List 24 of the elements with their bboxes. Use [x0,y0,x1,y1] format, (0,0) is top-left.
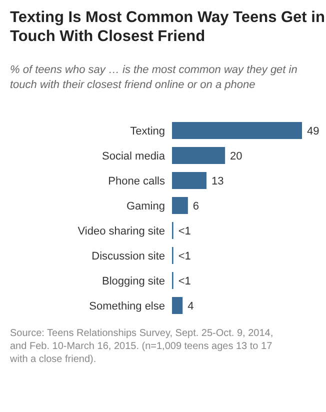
chart-title: Texting Is Most Common Way Teens Get in Touch With Closest Friend [10,9,325,45]
y-tick-label: Discussion site [92,250,165,262]
data-label: 20 [230,150,242,162]
bar [172,197,188,214]
data-label: <1 [178,225,191,238]
chart-subtitle: % of teens who say … is the most common way they get in touch with their closest friend online or on a phone [10,64,298,91]
y-tick-label: Blogging site [102,275,165,288]
y-tick-label: Social media [102,150,166,162]
data-label: 6 [192,200,200,212]
y-tick-label: Video sharing site [78,225,165,238]
data-label: <1 [178,250,191,262]
bar [172,122,302,139]
data-label: <1 [178,275,191,288]
source-note: Source: Teens Relationships Survey, Sept. 25-Oct. 9, 2014, and Feb. 10-March 16, 2015. (n=1,009 teens ages 13 to 17 with a close friend). [9,328,274,365]
data-label: 49 [307,125,320,138]
y-tick-label: Something else [89,300,165,312]
data-label: 4 [188,300,194,312]
y-tick-label: Texting [130,125,165,138]
y-tick-label: Gaming [126,200,165,212]
bar [172,297,183,314]
data-label: 13 [211,175,224,188]
bar [172,147,226,164]
y-tick-label: Phone calls [108,175,166,188]
bar [172,172,206,189]
